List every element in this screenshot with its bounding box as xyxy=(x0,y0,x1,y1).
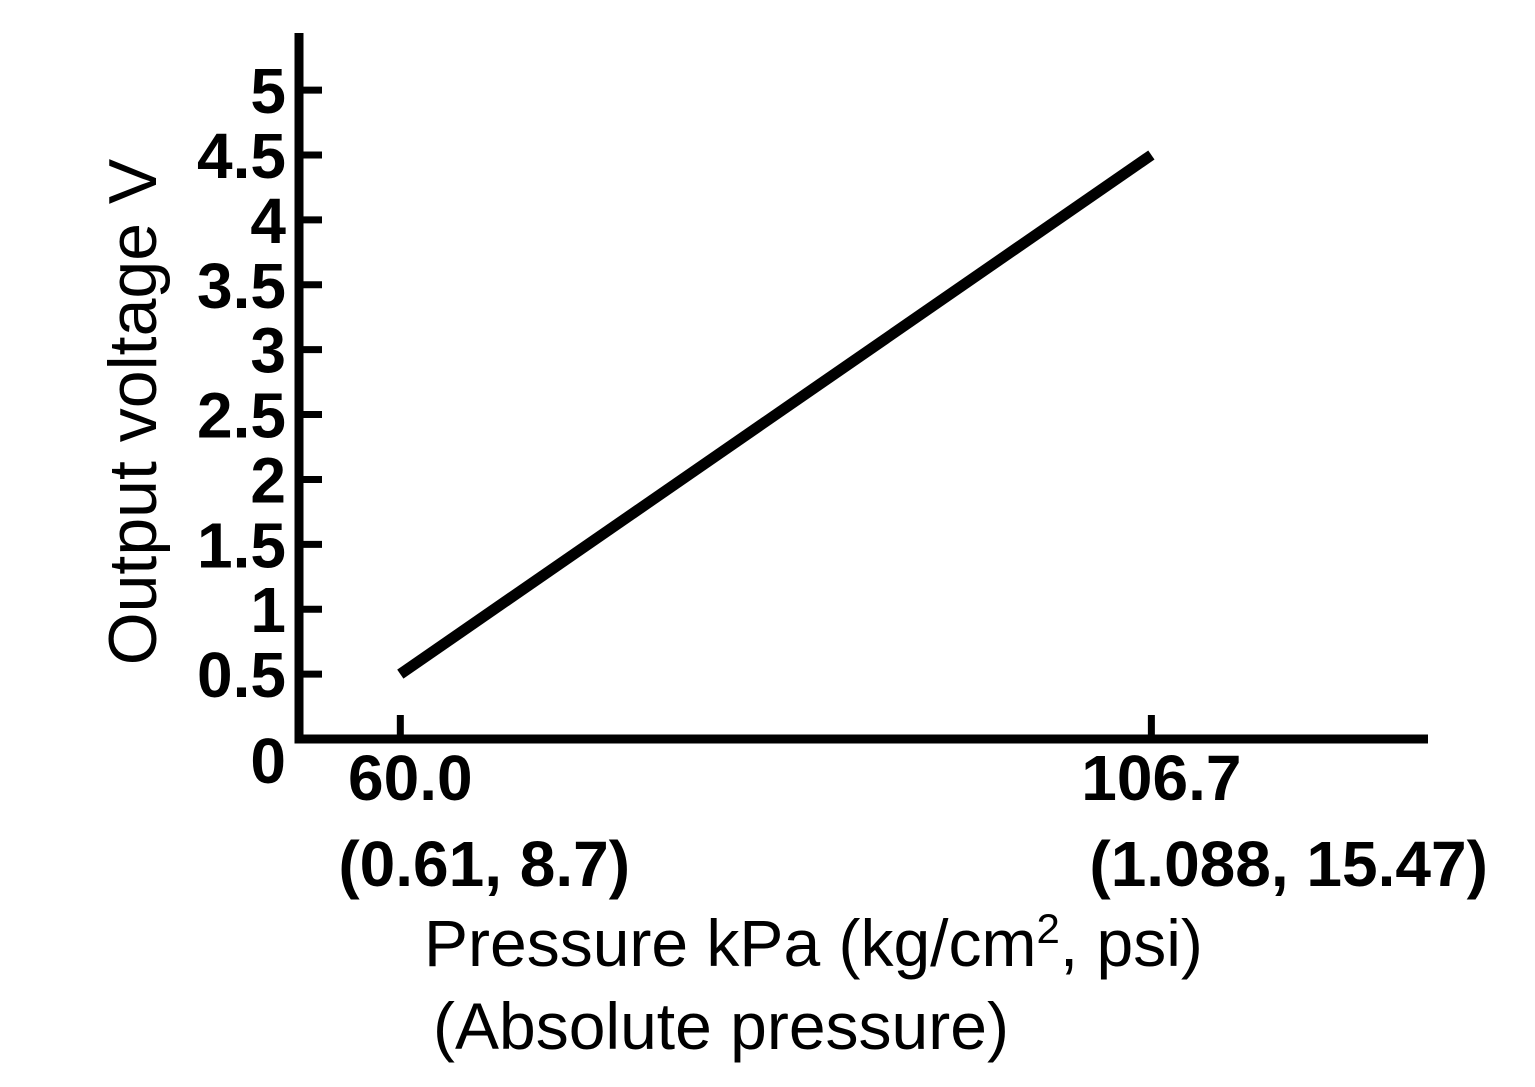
x-axis-label-line2: (Absolute pressure) xyxy=(433,989,1009,1063)
y-tick-label: 0 xyxy=(250,725,286,797)
y-axis-label: Output voltage V xyxy=(95,158,171,666)
x-tick-sublabel: (0.61, 8.7) xyxy=(338,828,630,900)
x-axis-label-part1: Pressure kPa (kg/cm xyxy=(424,906,1037,980)
y-tick-label: 3.5 xyxy=(197,250,286,322)
data-line-sensor-output xyxy=(397,150,1155,679)
x-tick-label: 60.0 xyxy=(348,742,473,814)
y-tick-label: 4.5 xyxy=(197,120,286,192)
x-tick-sublabel: (1.088, 15.47) xyxy=(1089,828,1488,900)
y-tick-label: 5 xyxy=(250,55,286,127)
y-tick-label: 1 xyxy=(250,574,286,646)
y-tick-label: 2.5 xyxy=(197,380,286,452)
y-tick-label: 4 xyxy=(250,185,286,257)
x-tick-label: 106.7 xyxy=(1081,742,1241,814)
superscript-2: 2 xyxy=(1036,905,1060,952)
y-tick-label: 1.5 xyxy=(197,509,286,581)
x-axis-label-part2: , psi) xyxy=(1059,906,1203,980)
x-axis-label: Pressure kPa (kg/cm2, psi) xyxy=(424,908,1203,977)
y-tick-label: 3 xyxy=(250,315,286,387)
y-tick-label: 0.5 xyxy=(197,639,286,711)
y-tick-label: 2 xyxy=(250,444,286,516)
